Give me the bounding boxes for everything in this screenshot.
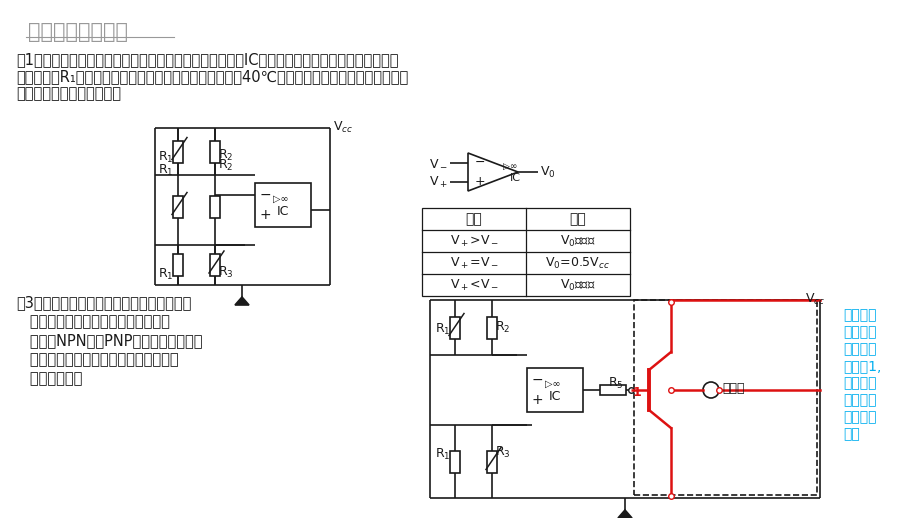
Bar — [173, 195, 183, 218]
Text: V$_{cc}$: V$_{cc}$ — [804, 292, 824, 307]
Text: 温度高时: 温度高时 — [842, 308, 876, 322]
Text: 图中表格，R₁是负温度系数热敏电阻。当温度达到或超过40℃时，要求该报警装置发出声、光报: 图中表格，R₁是负温度系数热敏电阻。当温度达到或超过40℃时，要求该报警装置发出… — [16, 69, 408, 84]
Text: 蜂鸣器: 蜂鸣器 — [721, 382, 743, 395]
Bar — [422, 208, 630, 296]
Text: V$_+$<V$_-$: V$_+$<V$_-$ — [449, 278, 498, 293]
Text: R$_1$: R$_1$ — [435, 447, 450, 462]
Bar — [486, 451, 496, 472]
Text: 出信号为: 出信号为 — [842, 342, 876, 356]
Text: 使蜂鸣器: 使蜂鸣器 — [842, 410, 876, 424]
Text: R$_1$: R$_1$ — [158, 267, 174, 282]
Text: 放大器输: 放大器输 — [842, 325, 876, 339]
Text: 请根据电路的逻辑关系选择合适的三: 请根据电路的逻辑关系选择合适的三 — [16, 314, 170, 329]
Bar — [210, 195, 220, 218]
Text: R$_2$: R$_2$ — [218, 148, 233, 163]
Text: +: + — [474, 175, 485, 188]
Text: 输入: 输入 — [465, 212, 482, 226]
Text: R$_3$: R$_3$ — [494, 445, 510, 460]
Text: （3）运算放大器不能直接驱动蜂鸣器报警，: （3）运算放大器不能直接驱动蜂鸣器报警， — [16, 295, 191, 310]
Text: R$_1$: R$_1$ — [158, 163, 174, 178]
Bar — [527, 368, 583, 412]
Text: V$_{cc}$: V$_{cc}$ — [333, 120, 353, 135]
Text: V$_-$: V$_-$ — [429, 155, 448, 168]
Text: 管应导通: 管应导通 — [842, 393, 876, 407]
Text: 警信号。请完成以下任务：: 警信号。请完成以下任务： — [16, 86, 121, 101]
Text: ▷∞: ▷∞ — [273, 193, 289, 204]
Text: V$_+$=V$_-$: V$_+$=V$_-$ — [449, 255, 498, 270]
Text: 此时三极: 此时三极 — [842, 376, 876, 390]
Text: −: − — [474, 156, 485, 169]
Bar — [173, 140, 183, 163]
Text: IC: IC — [277, 205, 289, 218]
Bar — [210, 254, 220, 276]
Bar — [486, 316, 496, 338]
Text: 接法），在虚线框中画出蜂鸣器驱动电: 接法），在虚线框中画出蜂鸣器驱动电 — [16, 352, 178, 367]
Polygon shape — [234, 297, 249, 305]
Text: R$_5$: R$_5$ — [607, 376, 623, 391]
Bar — [173, 254, 183, 276]
Text: 高电平1,: 高电平1, — [842, 359, 880, 373]
Text: 一、三极管类连线: 一、三极管类连线 — [28, 22, 128, 42]
Polygon shape — [618, 510, 631, 518]
Bar — [449, 316, 460, 338]
Text: 输出: 输出 — [569, 212, 585, 226]
Bar — [599, 385, 625, 395]
Text: −: − — [260, 189, 271, 203]
Text: ▷∞: ▷∞ — [503, 162, 516, 170]
Text: 例1：如图所示是小明设计的温度报警装置部分电路，其中IC是运算放大器，输入输出逻辑关系见: 例1：如图所示是小明设计的温度报警装置部分电路，其中IC是运算放大器，输入输出逻… — [16, 52, 398, 67]
Bar — [210, 140, 220, 163]
Text: +: + — [531, 393, 543, 407]
Text: V$_0$: V$_0$ — [539, 165, 555, 180]
Text: R$_2$: R$_2$ — [494, 320, 510, 335]
Text: 1: 1 — [632, 386, 641, 399]
Text: 极管（NPN型或PNP型，采用共发射极: 极管（NPN型或PNP型，采用共发射极 — [16, 333, 202, 348]
Text: ▷∞: ▷∞ — [545, 379, 561, 388]
Text: V$_0$高电平: V$_0$高电平 — [560, 234, 596, 249]
Bar — [633, 300, 816, 495]
Text: R$_3$: R$_3$ — [218, 265, 233, 280]
Text: IC: IC — [509, 173, 520, 183]
Text: V$_+$>V$_-$: V$_+$>V$_-$ — [449, 234, 498, 249]
Text: IC: IC — [549, 390, 561, 403]
Text: −: − — [531, 373, 543, 387]
Text: R$_1$: R$_1$ — [158, 150, 174, 165]
Text: R$_1$: R$_1$ — [435, 322, 450, 337]
Text: V$_0$=0.5V$_{cc}$: V$_0$=0.5V$_{cc}$ — [545, 255, 610, 270]
Text: 路。（右图）: 路。（右图） — [16, 371, 83, 386]
Bar — [449, 451, 460, 472]
Text: +: + — [260, 208, 271, 222]
Text: V$_+$: V$_+$ — [429, 175, 448, 190]
Text: 报警: 报警 — [842, 427, 859, 441]
Bar — [255, 183, 311, 227]
Text: V$_0$低电平: V$_0$低电平 — [560, 278, 596, 293]
Text: R$_2$: R$_2$ — [218, 158, 233, 173]
